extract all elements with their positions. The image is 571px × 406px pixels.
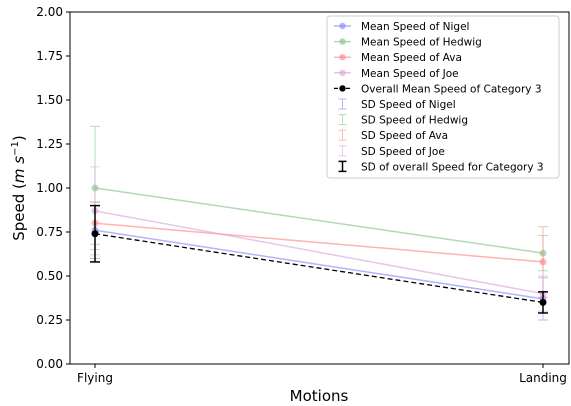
legend-label: SD Speed of Joe: [361, 146, 445, 158]
legend-box: [326, 15, 560, 179]
y-axis-title-exponent: −1: [10, 141, 21, 156]
x-axis-title: Motions: [290, 387, 349, 405]
series-line-mean-speed-of-ava: [94, 222, 544, 263]
y-tick-label: 0.00: [36, 357, 63, 371]
y-axis-title-prefix: Speed (: [10, 183, 28, 241]
legend: Mean Speed of Nigel Mean Speed of Hedwig M…: [326, 15, 560, 179]
series-line-overall: [94, 233, 544, 304]
y-tick-label: 0.25: [36, 313, 63, 327]
legend-label: SD of overall Speed for Category 3: [361, 161, 544, 173]
legend-label: Overall Mean Speed of Category 3: [361, 83, 542, 95]
legend-marker: [339, 85, 346, 92]
data-point-mean-speed-of-ava: [539, 258, 547, 266]
legend-label: SD Speed of Hedwig: [361, 115, 468, 127]
data-point-overall: [539, 298, 547, 306]
legend-label: SD Speed of Nigel: [361, 99, 456, 111]
legend-marker: [339, 54, 346, 61]
series-line-mean-speed-of-hedwig: [94, 187, 544, 254]
legend-marker: [339, 38, 346, 45]
series-line-mean-speed-of-joe: [94, 210, 544, 295]
y-tick-label: 2.00: [36, 5, 63, 19]
y-tick-label: 1.50: [36, 93, 63, 107]
y-tick-label: 1.75: [36, 49, 63, 63]
x-tick-label: Flying: [77, 371, 113, 385]
legend-marker: [339, 69, 346, 77]
x-tick-label: Landing: [519, 371, 567, 385]
legend-label: Mean Speed of Joe: [361, 68, 459, 80]
y-axis-title: Speed (m s−1): [10, 135, 28, 240]
y-tick-label: 0.50: [36, 269, 63, 283]
y-axis-title-suffix: ): [10, 135, 28, 141]
y-tick-label: 0.75: [36, 225, 63, 239]
svg-text:Speed (m s−1): Speed (m s−1): [10, 135, 28, 240]
y-tick-label: 1.00: [36, 181, 63, 195]
legend-label: SD Speed of Ava: [361, 130, 448, 142]
y-axis-title-unit: m s: [10, 156, 28, 183]
plot-area: 0.00 0.25 0.50 0.75 1.00 1.25 1.50 1.75 2.00 Flyi…: [36, 5, 570, 385]
legend-label: Mean Speed of Nigel: [361, 21, 469, 33]
legend-label: Mean Speed of Hedwig: [361, 37, 482, 49]
series-line-mean-speed-of-nigel: [94, 229, 544, 300]
legend-label: Mean Speed of Ava: [361, 52, 462, 64]
data-point-overall: [91, 230, 99, 238]
y-tick-label: 1.25: [36, 137, 63, 151]
legend-marker: [339, 22, 346, 30]
